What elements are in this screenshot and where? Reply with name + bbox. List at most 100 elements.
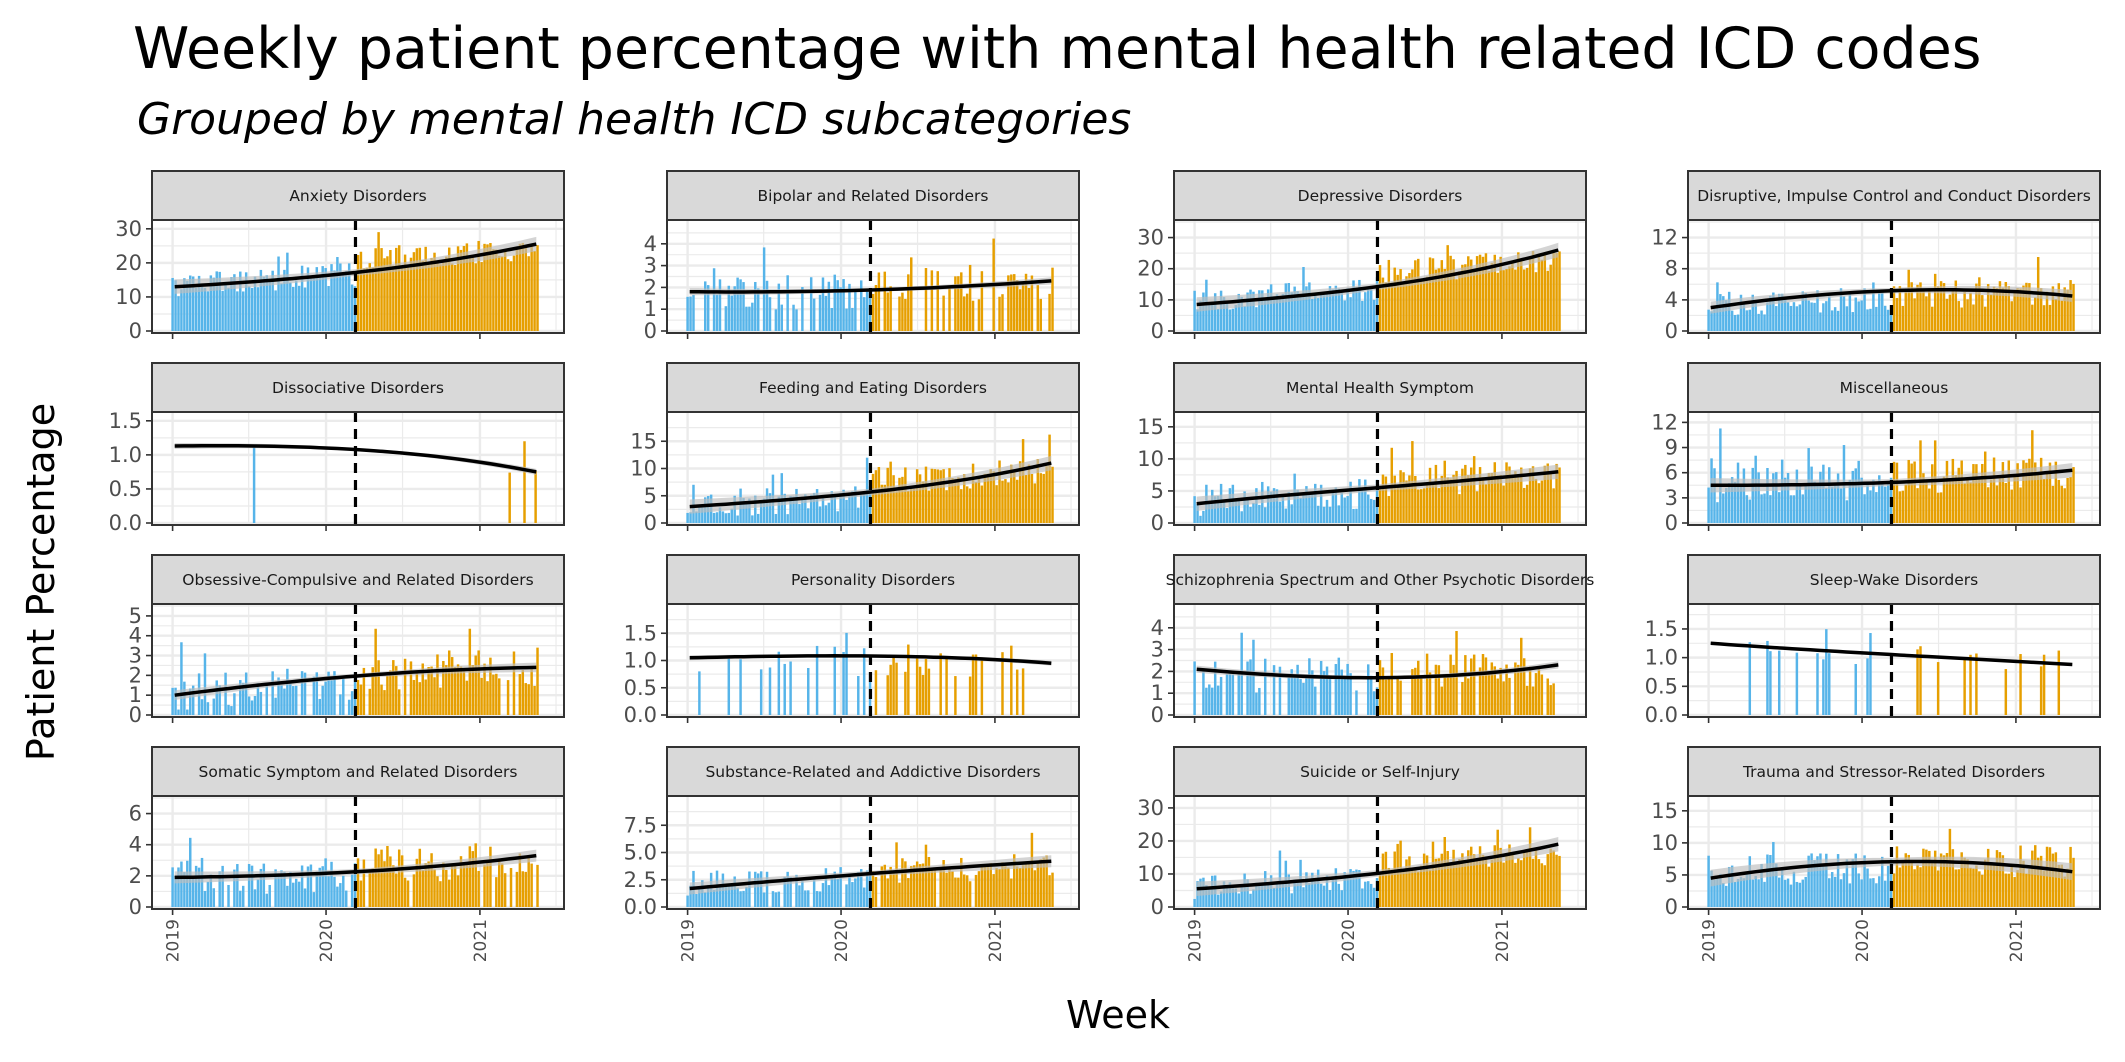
bar <box>447 879 451 907</box>
bar <box>1325 499 1329 523</box>
bar <box>1290 292 1293 331</box>
bar <box>1969 867 1972 907</box>
bar <box>945 657 948 715</box>
bar <box>1522 269 1526 331</box>
facet-strip <box>1173 746 1587 797</box>
bar <box>1528 256 1532 331</box>
bar <box>1340 492 1343 523</box>
bar <box>171 867 174 907</box>
panel-border <box>151 795 565 910</box>
bar <box>1978 478 1981 523</box>
bar <box>1311 493 1314 523</box>
x-tick-label: 2019 <box>164 919 184 962</box>
bar <box>330 680 333 715</box>
bar <box>736 887 739 907</box>
bar <box>1228 309 1232 331</box>
bar <box>1443 837 1446 907</box>
bar <box>1381 667 1385 715</box>
bar <box>862 297 866 331</box>
bar <box>474 263 477 331</box>
bar <box>406 880 410 907</box>
y-tick-label: 12 <box>1651 226 1678 250</box>
bar <box>389 250 392 331</box>
bar <box>1024 862 1028 907</box>
bar <box>1989 865 1993 907</box>
bar <box>1366 664 1370 715</box>
bar <box>1975 865 1978 907</box>
bar <box>1390 869 1394 907</box>
bar <box>1866 868 1869 907</box>
bar <box>265 275 269 331</box>
bar <box>344 890 348 907</box>
bar <box>1520 637 1523 715</box>
bar <box>1502 862 1505 907</box>
bar <box>1261 290 1264 331</box>
bar <box>1328 286 1332 331</box>
bar <box>489 657 492 715</box>
bar <box>241 885 245 907</box>
bar <box>1452 474 1455 523</box>
bar <box>2007 873 2011 907</box>
bar <box>1525 849 1529 907</box>
bar <box>745 501 748 523</box>
bar <box>2039 457 2043 523</box>
bar <box>874 670 878 715</box>
bar <box>1789 305 1793 331</box>
bar <box>1942 855 1946 907</box>
bar <box>727 285 731 331</box>
bar <box>2042 305 2046 331</box>
bar <box>874 285 878 331</box>
bar <box>957 276 960 331</box>
bar <box>801 881 804 907</box>
bar <box>977 475 981 523</box>
bar <box>962 874 966 907</box>
bar <box>1408 856 1411 907</box>
bar <box>927 490 931 523</box>
bar <box>1446 850 1449 907</box>
bar <box>1537 253 1541 331</box>
bar <box>1240 884 1243 907</box>
bar <box>1763 881 1766 907</box>
bar <box>191 685 195 715</box>
bar <box>297 285 301 331</box>
bar <box>1021 668 1025 715</box>
bar <box>712 512 716 523</box>
bar <box>1719 294 1722 331</box>
y-tick-label: 0 <box>129 703 142 727</box>
bar <box>1296 881 1299 907</box>
x-tick-label: 2019 <box>679 919 699 962</box>
bar <box>1522 487 1526 523</box>
bar <box>706 285 710 331</box>
bar <box>1249 289 1252 331</box>
bar <box>327 671 330 715</box>
bar <box>857 676 860 715</box>
facet-strip <box>666 746 1080 797</box>
bar <box>1910 463 1913 523</box>
bar <box>1833 483 1837 523</box>
bar <box>459 856 463 907</box>
bar <box>1446 477 1449 523</box>
bar <box>1851 470 1855 523</box>
bar <box>324 268 327 331</box>
bar <box>1552 251 1555 331</box>
bar <box>406 265 410 331</box>
bar <box>886 878 889 907</box>
bar <box>1033 870 1037 907</box>
bar <box>1287 677 1291 715</box>
bar <box>474 843 477 907</box>
bar <box>383 258 386 331</box>
bar <box>727 512 731 523</box>
bar <box>1246 292 1249 331</box>
bar <box>1269 875 1273 907</box>
bar <box>2039 666 2043 715</box>
bar <box>1027 464 1031 523</box>
bar <box>1757 472 1760 523</box>
bar <box>1467 678 1470 715</box>
bar <box>1010 274 1013 331</box>
bar <box>1322 506 1326 523</box>
bar <box>1546 854 1549 907</box>
bar <box>527 856 530 907</box>
bar <box>1534 673 1538 715</box>
bar <box>515 248 519 331</box>
